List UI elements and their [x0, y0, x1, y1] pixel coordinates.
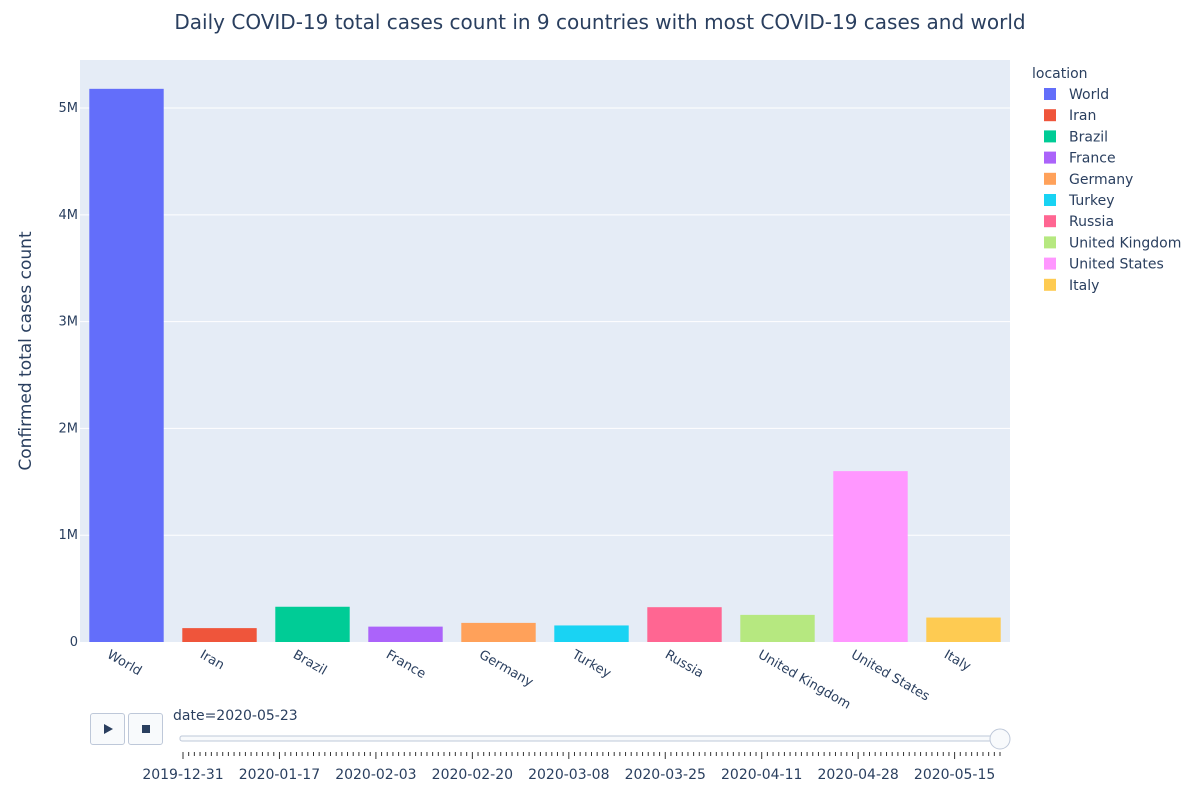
legend-label[interactable]: Germany: [1069, 172, 1133, 188]
slider-rail[interactable]: [179, 735, 1001, 742]
legend-label[interactable]: Iran: [1069, 108, 1096, 124]
y-tick-label: 0: [70, 635, 78, 650]
x-tick-label: Germany: [476, 647, 536, 690]
y-tick-label: 4M: [59, 208, 79, 223]
x-axis-ticks: World Iran Brazil France Germany Turkey Russia…: [104, 647, 973, 713]
legend-label[interactable]: Turkey: [1068, 193, 1115, 209]
y-tick-label: 1M: [59, 528, 79, 543]
legend-label[interactable]: Russia: [1069, 214, 1114, 230]
slider-tick-label: 2020-05-15: [914, 767, 995, 783]
slider-current-label: date=2020-05-23: [173, 708, 298, 724]
bars-group: [89, 88, 1001, 643]
legend-label[interactable]: World: [1069, 87, 1109, 103]
bar-iran[interactable]: [182, 628, 257, 642]
slider-tick-label: 2020-01-17: [239, 767, 320, 783]
legend-swatch[interactable]: [1044, 151, 1056, 164]
slider-tick-label: 2020-04-28: [817, 767, 898, 783]
bar-brazil[interactable]: [275, 606, 350, 642]
legend-swatch[interactable]: [1044, 215, 1056, 228]
y-tick-label: 2M: [59, 421, 79, 436]
slider-tick-label: 2020-02-03: [335, 767, 416, 783]
y-axis-label: Confirmed total cases count: [16, 231, 36, 471]
bar-world[interactable]: [89, 88, 164, 643]
x-tick-label: Iran: [197, 647, 226, 673]
y-axis-ticks: 0 1M 2M 3M 4M 5M: [59, 101, 79, 650]
legend-swatch[interactable]: [1044, 172, 1056, 185]
bar-united-states[interactable]: [833, 471, 908, 642]
legend-label[interactable]: France: [1069, 151, 1116, 167]
slider-tick-label: 2020-02-20: [432, 767, 513, 783]
slider-handle[interactable]: [989, 728, 1011, 750]
bar-italy[interactable]: [926, 617, 1001, 642]
legend-swatch[interactable]: [1044, 109, 1056, 122]
x-tick-label: United States: [848, 647, 932, 704]
legend-swatch[interactable]: [1044, 88, 1056, 100]
legend-label[interactable]: United Kingdom: [1069, 235, 1181, 251]
legend-label[interactable]: Italy: [1069, 278, 1099, 294]
legend-label[interactable]: Brazil: [1069, 129, 1108, 145]
legend-swatch[interactable]: [1044, 257, 1056, 270]
legend-swatch[interactable]: [1044, 278, 1056, 291]
play-icon: [103, 724, 113, 734]
x-tick-label: World: [104, 647, 144, 679]
bar-france[interactable]: [368, 626, 443, 642]
x-tick-label: United Kingdom: [755, 647, 853, 712]
x-tick-label: Italy: [941, 647, 973, 674]
legend-swatch[interactable]: [1044, 236, 1056, 249]
x-tick-label: Turkey: [568, 647, 613, 682]
date-slider[interactable]: date=2020-05-23 2019-12-31 2020-01-17 2020…: [142, 708, 1011, 783]
x-tick-label: France: [383, 647, 428, 682]
legend: location World Iran Brazil France Germany Tur…: [1032, 66, 1181, 294]
stop-icon: [141, 725, 150, 733]
slider-ticks: 2019-12-31 2020-01-17 2020-02-03 2020-02-20…: [142, 752, 1001, 783]
legend-swatch[interactable]: [1044, 130, 1056, 143]
slider-tick-label: 2020-03-08: [528, 767, 609, 783]
slider-tick-label: 2020-04-11: [721, 767, 802, 783]
x-tick-label: Russia: [662, 647, 706, 681]
x-tick-label: Brazil: [290, 647, 329, 678]
bar-turkey[interactable]: [554, 625, 629, 642]
y-tick-label: 3M: [59, 315, 79, 330]
play-button[interactable]: [90, 713, 125, 745]
legend-label[interactable]: United States: [1069, 257, 1164, 273]
legend-title: location: [1032, 66, 1088, 82]
slider-tick-label: 2020-03-25: [625, 767, 706, 783]
slider-tick-label: 2019-12-31: [142, 767, 223, 783]
legend-swatch[interactable]: [1044, 194, 1056, 206]
stop-button[interactable]: [128, 713, 163, 745]
bar-russia[interactable]: [647, 607, 722, 642]
bar-germany[interactable]: [461, 622, 536, 642]
chart-title: Daily COVID-19 total cases count in 9 co…: [174, 10, 1025, 34]
bar-united-kingdom[interactable]: [740, 614, 815, 642]
y-tick-label: 5M: [59, 101, 79, 116]
